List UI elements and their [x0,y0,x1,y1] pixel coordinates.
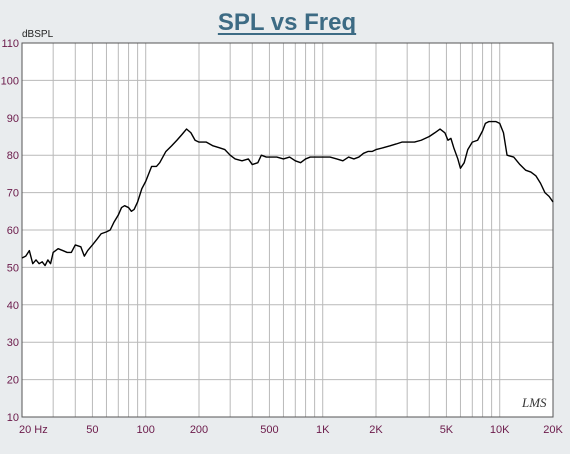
x-tick-label-1: 50 [86,424,98,436]
x-tick-labels: 20 Hz 50 100 200 500 1K 2K 5K 10K 20K [19,424,563,436]
y-tick-label-4: 50 [7,262,19,274]
y-tick-label-6: 70 [7,188,19,200]
x-tick-label-0: 20 Hz [19,424,48,436]
y-tick-label-5: 60 [7,225,19,237]
grid-lines [22,43,553,417]
x-tick-label-4: 500 [260,424,278,436]
y-tick-label-10: 110 [1,38,19,50]
series-line-0 [21,120,554,267]
x-tick-label-6: 2K [369,424,383,436]
plot-frame [21,42,554,418]
y-tick-label-1: 20 [7,375,19,387]
x-tick-label-9: 20K [543,424,563,436]
y-tick-labels: 10 20 30 40 50 60 70 80 90 100 110 [1,38,19,424]
x-tick-label-3: 200 [190,424,208,436]
y-tick-label-8: 90 [7,113,19,125]
series-group [21,120,554,267]
y-axis-label: dBSPL [22,29,54,40]
y-tick-label-0: 10 [7,412,19,424]
title-group: SPL vs Freq [217,9,357,36]
y-tick-label-2: 30 [7,337,19,349]
x-tick-label-8: 10K [490,424,510,436]
x-tick-label-5: 1K [316,424,330,436]
chart-title: SPL vs Freq [218,9,356,36]
x-tick-label-7: 5K [440,424,454,436]
y-tick-label-3: 40 [7,300,19,312]
y-tick-label-9: 100 [1,75,19,87]
y-tick-label-7: 80 [7,150,19,162]
lms-watermark: LMS [521,395,547,410]
x-tick-label-2: 100 [137,424,155,436]
